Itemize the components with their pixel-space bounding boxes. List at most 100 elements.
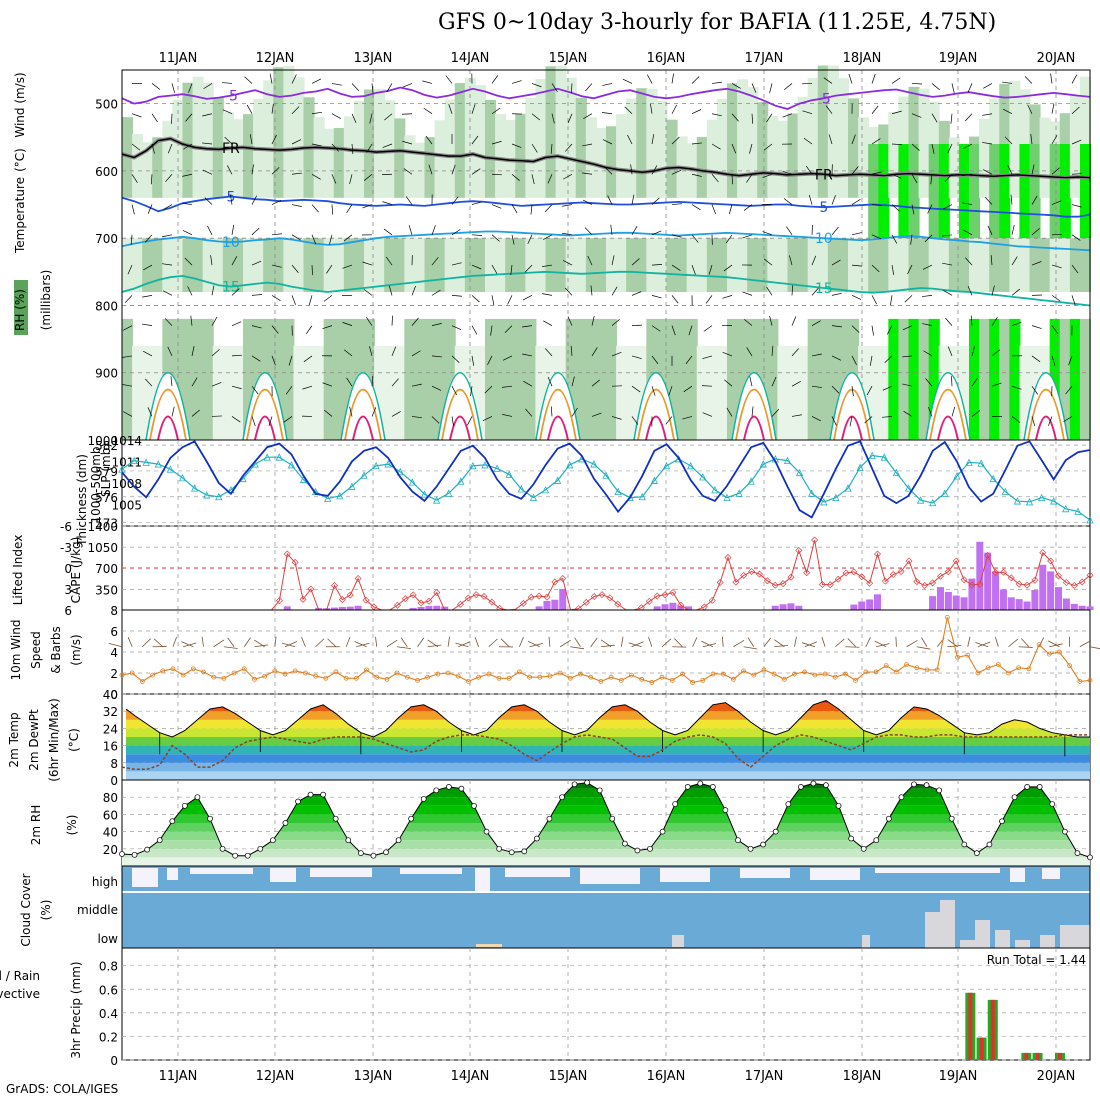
- wind-speed-marker: [567, 675, 573, 681]
- rh-band-mid: [273, 238, 285, 292]
- wind-barb: [231, 321, 242, 326]
- wind-barb: [570, 83, 573, 94]
- surface-wind-barb: [590, 637, 598, 647]
- surface-wind-barb: [692, 637, 698, 647]
- surface-wind-barb: [661, 638, 672, 648]
- rh-marker: [1074, 850, 1081, 856]
- wind-barb: [471, 325, 478, 335]
- surface-wind-barb: [417, 637, 425, 647]
- wind-barb: [527, 234, 533, 245]
- wind-barb: [428, 164, 433, 175]
- rh-band-upper: [948, 137, 960, 198]
- rh-marker: [320, 791, 326, 798]
- rh-marker: [684, 784, 691, 790]
- wind-barb: [502, 414, 513, 417]
- rh-band-upper: [757, 102, 769, 198]
- rh-marker: [936, 787, 942, 794]
- wind-barb: [185, 113, 193, 122]
- wind-speed-marker: [710, 671, 716, 677]
- rh-band-upper: [495, 114, 507, 198]
- low-cloud-gap: [476, 944, 502, 947]
- wind-speed-marker: [343, 675, 349, 681]
- date-label-top: 19JAN: [939, 51, 978, 66]
- cape-bar: [771, 605, 779, 610]
- pressure-tick-label: 1000: [87, 434, 118, 448]
- isotherm-25-loop: [441, 388, 479, 441]
- wind-barb: [182, 202, 193, 205]
- wind-barb: [571, 376, 575, 387]
- wind-barb: [965, 257, 973, 266]
- wind-barb: [448, 104, 453, 114]
- pressure-axis-label: (millibars): [39, 270, 53, 331]
- wind-barb: [631, 291, 642, 296]
- rh-band-moist: [938, 144, 950, 239]
- wind-barb: [851, 386, 854, 397]
- wind-barb: [828, 134, 833, 145]
- wind-speed-marker: [1087, 677, 1093, 683]
- temp-unit-label: (°C): [67, 728, 81, 752]
- wind-barb: [831, 195, 836, 205]
- wind-barb: [1031, 325, 1042, 329]
- wind-barb: [182, 173, 193, 177]
- isotherm-20-loop: [145, 372, 191, 441]
- thickness-marker: [203, 491, 211, 499]
- wind-barb: [871, 295, 878, 305]
- rh-marker: [697, 780, 704, 787]
- wind-barb: [451, 416, 454, 427]
- temperature-label: Temperature: [13, 177, 27, 254]
- rh-marker: [521, 848, 528, 855]
- rh-band-mid: [958, 238, 970, 292]
- wind-barb: [231, 256, 238, 266]
- surface-wind-barb: [397, 646, 411, 650]
- thickness-marker: [929, 498, 937, 507]
- cape-bar: [1086, 606, 1094, 610]
- wind-barb: [587, 255, 593, 266]
- wind-speed-marker: [1026, 666, 1032, 672]
- li-marker: [582, 598, 590, 606]
- wind-speed-marker: [150, 672, 155, 678]
- wind-barb: [882, 416, 893, 418]
- wind-barb: [848, 73, 853, 84]
- wind-barb: [683, 385, 693, 393]
- li-tick-label: 0: [64, 562, 72, 576]
- rh-band-low: [1079, 318, 1091, 440]
- wind-speed-marker: [435, 671, 441, 677]
- wind-speed-marker: [313, 673, 319, 679]
- rh-marker: [1049, 801, 1056, 807]
- rh-marker: [735, 837, 741, 844]
- li-marker: [614, 600, 622, 608]
- wind-barb: [431, 416, 440, 424]
- rh-band-mid: [313, 238, 325, 292]
- wind-barb: [811, 320, 821, 326]
- rh-tick-label: 20: [103, 843, 118, 857]
- wind-barb: [831, 385, 840, 394]
- temp-tick-label: 0: [110, 774, 118, 788]
- wind-barb: [251, 385, 259, 395]
- wind-barb: [191, 409, 200, 417]
- precip-total-label: Total / Rain: [0, 969, 40, 983]
- surface-wind-barb: [1089, 646, 1100, 650]
- cape-bar: [779, 604, 787, 610]
- wind-barb: [911, 204, 915, 215]
- rh-band-upper: [807, 77, 819, 198]
- wind-barb: [564, 287, 573, 296]
- li-marker: [559, 575, 567, 582]
- wind-barb: [371, 376, 374, 387]
- rh-band-upper: [323, 128, 335, 198]
- rh-band-low: [817, 318, 829, 440]
- wind-barb: [351, 83, 360, 92]
- wind-barb: [630, 164, 633, 175]
- wind-barb: [871, 105, 879, 114]
- wind-speed-marker: [282, 671, 288, 677]
- rh-band-mid: [716, 238, 728, 292]
- surface-wind-barb: [648, 636, 653, 647]
- wind-barb: [565, 143, 573, 152]
- wind-speed-marker: [425, 674, 431, 680]
- wind-barb: [167, 346, 173, 357]
- rh-band-mid: [797, 238, 809, 292]
- wind-speed-marker: [781, 676, 787, 682]
- thickness-marker: [735, 489, 743, 497]
- rh-marker: [219, 845, 226, 852]
- wind-speed-marker: [853, 677, 859, 683]
- wind-barb: [602, 139, 613, 145]
